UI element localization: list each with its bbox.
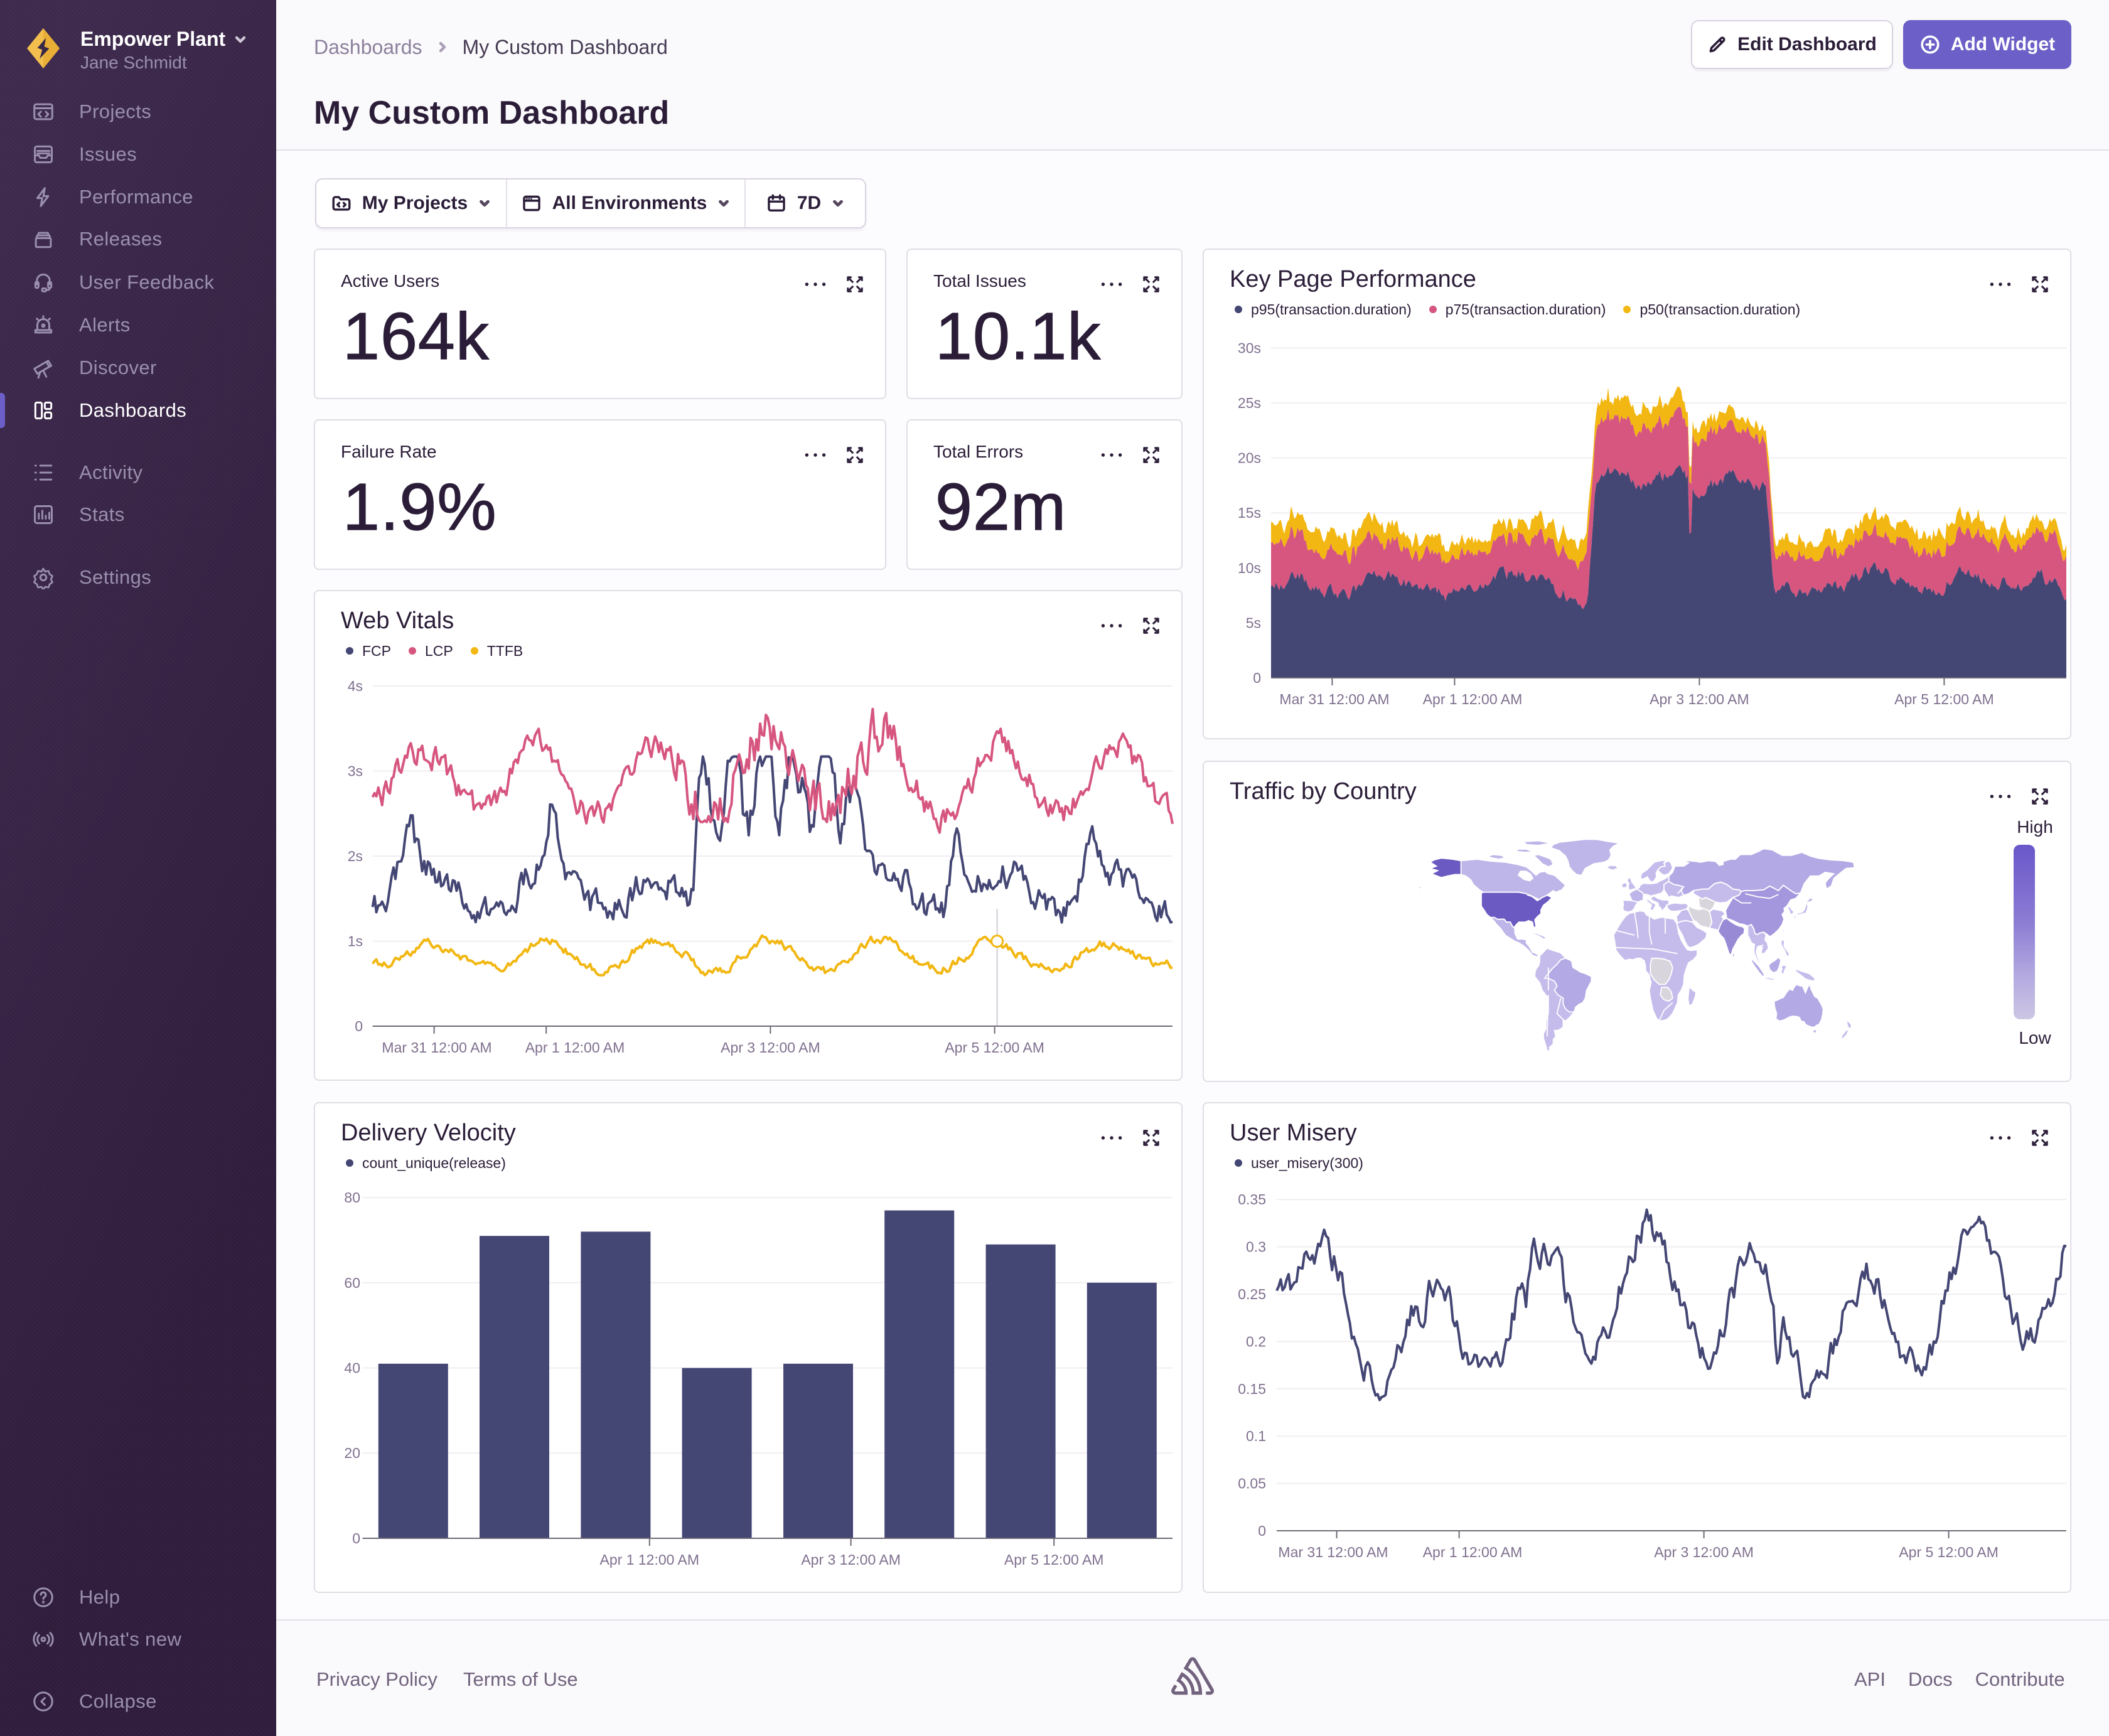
svg-text:0.05: 0.05 xyxy=(1238,1476,1266,1492)
svg-text:30s: 30s xyxy=(1238,340,1261,356)
svg-text:Apr 5 12:00 AM: Apr 5 12:00 AM xyxy=(945,1039,1044,1056)
svg-text:0.3: 0.3 xyxy=(1246,1239,1266,1255)
svg-text:5s: 5s xyxy=(1246,614,1261,631)
svg-text:Apr 5 12:00 AM: Apr 5 12:00 AM xyxy=(1004,1551,1104,1568)
svg-text:4s: 4s xyxy=(348,678,363,694)
svg-text:2s: 2s xyxy=(348,848,363,864)
svg-text:0: 0 xyxy=(1253,670,1261,686)
svg-text:Apr 1 12:00 AM: Apr 1 12:00 AM xyxy=(1423,1544,1523,1560)
svg-text:10s: 10s xyxy=(1238,560,1261,576)
svg-text:0: 0 xyxy=(352,1530,360,1546)
svg-text:0.25: 0.25 xyxy=(1238,1286,1266,1302)
svg-text:Apr 1 12:00 AM: Apr 1 12:00 AM xyxy=(1423,691,1523,707)
svg-text:0.2: 0.2 xyxy=(1246,1333,1266,1349)
svg-text:1s: 1s xyxy=(348,933,363,950)
svg-text:20: 20 xyxy=(344,1445,360,1461)
svg-text:Apr 3 12:00 AM: Apr 3 12:00 AM xyxy=(721,1039,820,1056)
svg-text:Apr 5 12:00 AM: Apr 5 12:00 AM xyxy=(1894,691,1994,707)
svg-text:Apr 3 12:00 AM: Apr 3 12:00 AM xyxy=(801,1551,901,1568)
svg-text:15s: 15s xyxy=(1238,505,1261,521)
svg-text:60: 60 xyxy=(344,1275,360,1291)
svg-text:Apr 1 12:00 AM: Apr 1 12:00 AM xyxy=(600,1551,700,1568)
svg-text:Apr 3 12:00 AM: Apr 3 12:00 AM xyxy=(1654,1544,1754,1560)
svg-text:0.35: 0.35 xyxy=(1238,1191,1266,1208)
svg-text:3s: 3s xyxy=(348,763,363,779)
svg-text:Apr 1 12:00 AM: Apr 1 12:00 AM xyxy=(525,1039,625,1056)
svg-text:Apr 5 12:00 AM: Apr 5 12:00 AM xyxy=(1899,1544,1999,1560)
svg-text:Mar 31 12:00 AM: Mar 31 12:00 AM xyxy=(1279,691,1389,707)
svg-text:0: 0 xyxy=(1258,1523,1266,1539)
svg-text:Mar 31 12:00 AM: Mar 31 12:00 AM xyxy=(1278,1544,1388,1560)
svg-text:0.15: 0.15 xyxy=(1238,1381,1266,1397)
svg-text:25s: 25s xyxy=(1238,395,1261,411)
svg-text:0.1: 0.1 xyxy=(1246,1428,1266,1444)
svg-text:20s: 20s xyxy=(1238,450,1261,466)
svg-text:40: 40 xyxy=(344,1360,360,1376)
svg-text:0: 0 xyxy=(355,1018,363,1034)
svg-text:Apr 3 12:00 AM: Apr 3 12:00 AM xyxy=(1650,691,1749,707)
svg-text:80: 80 xyxy=(344,1189,360,1206)
svg-text:Mar 31 12:00 AM: Mar 31 12:00 AM xyxy=(382,1039,491,1056)
